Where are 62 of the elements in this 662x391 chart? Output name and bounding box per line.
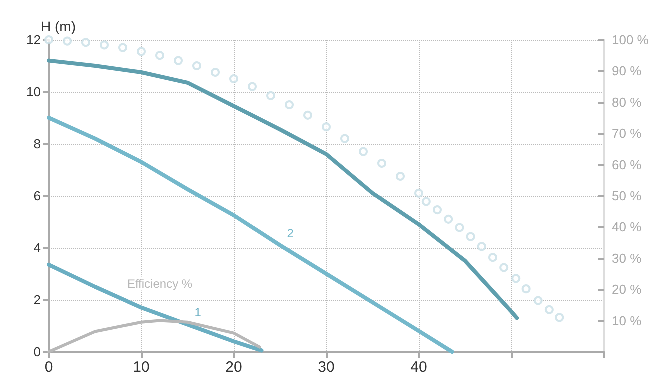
point bbox=[544, 305, 554, 314]
y2-tick-label: 100 % bbox=[612, 32, 650, 48]
point bbox=[192, 62, 202, 70]
y2-tick-label: 60 % bbox=[612, 157, 642, 172]
y2-tick-label: 80 % bbox=[612, 94, 642, 110]
y2-tick-label: 40 % bbox=[612, 220, 642, 235]
point bbox=[156, 51, 164, 60]
point bbox=[248, 82, 257, 92]
point bbox=[340, 134, 350, 144]
point bbox=[414, 188, 424, 198]
point bbox=[555, 313, 564, 322]
y2-tick-label: 30 % bbox=[612, 250, 642, 266]
point bbox=[488, 253, 498, 262]
point bbox=[285, 100, 294, 110]
point bbox=[211, 68, 220, 77]
x-tick-label: 40 bbox=[410, 359, 428, 376]
point bbox=[466, 232, 476, 242]
text: Efficiency % bbox=[127, 276, 193, 291]
x-tick-label: 10 bbox=[133, 359, 150, 376]
y-tick-label: 0 bbox=[34, 344, 41, 360]
y-axis-title: H (m) bbox=[41, 18, 76, 35]
y2-tick-label: 50 % bbox=[612, 188, 642, 204]
point bbox=[174, 56, 183, 66]
series-label: 2 bbox=[287, 226, 294, 240]
point bbox=[512, 274, 521, 284]
y-tick-label: 2 bbox=[34, 292, 41, 308]
point bbox=[100, 40, 109, 50]
y-tick-label: 8 bbox=[34, 136, 41, 152]
point bbox=[534, 296, 543, 306]
line-series bbox=[47, 58, 520, 320]
point bbox=[304, 110, 312, 120]
point bbox=[477, 242, 486, 252]
line-series bbox=[47, 262, 264, 353]
x-tick-label: 20 bbox=[226, 359, 242, 376]
point bbox=[118, 43, 128, 52]
series-label: 1 bbox=[194, 306, 202, 320]
line-series bbox=[47, 116, 454, 354]
point bbox=[137, 47, 146, 56]
point bbox=[455, 223, 464, 232]
point bbox=[433, 206, 442, 215]
y2-tick-label: 70 % bbox=[612, 126, 642, 142]
point bbox=[230, 74, 238, 84]
y-tick-label: 10 bbox=[26, 84, 41, 100]
y-tick-label: 6 bbox=[34, 188, 41, 204]
point bbox=[396, 172, 405, 181]
y2-tick-label: 20 % bbox=[612, 282, 642, 298]
y2-tick-label: 10 % bbox=[612, 313, 642, 328]
point bbox=[322, 122, 331, 132]
point bbox=[444, 214, 454, 224]
point bbox=[378, 159, 386, 168]
y-tick-label: 12 bbox=[26, 32, 41, 48]
point bbox=[82, 38, 90, 48]
point bbox=[359, 147, 368, 156]
point bbox=[63, 36, 72, 46]
point bbox=[266, 91, 276, 100]
point bbox=[422, 197, 431, 206]
x-tick-label: 0 bbox=[44, 359, 54, 376]
x-tick-label: 30 bbox=[318, 359, 335, 376]
y-tick-label: 4 bbox=[34, 240, 41, 256]
point bbox=[522, 284, 531, 294]
y2-tick-label: 90 % bbox=[612, 64, 642, 79]
point bbox=[500, 263, 509, 272]
